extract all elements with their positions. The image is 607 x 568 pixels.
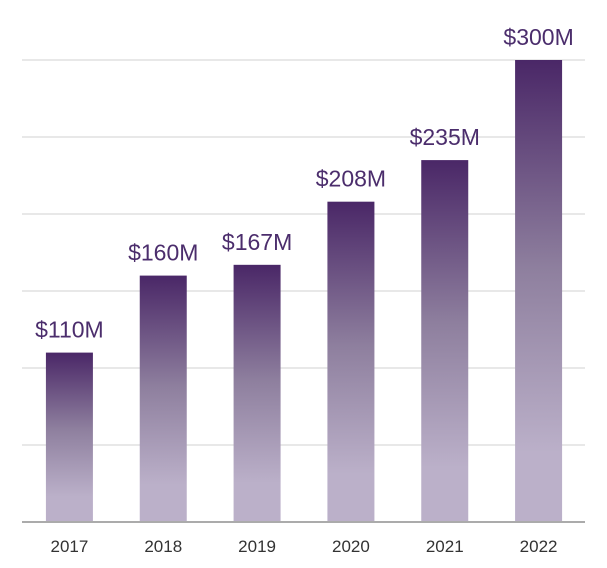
- bars: [45, 60, 563, 522]
- x-tick-labels: 2017 2018 2019 2020 2021 2022: [51, 537, 558, 556]
- x-tick-label: 2018: [144, 537, 182, 556]
- bar-2017: [45, 352, 93, 522]
- data-label: $160M: [128, 240, 198, 266]
- x-tick-label: 2019: [238, 537, 276, 556]
- data-labels: $110M $160M $167M $208M $235M $300M: [35, 24, 574, 343]
- data-label: $110M: [35, 317, 104, 343]
- gridlines: [22, 59, 585, 446]
- data-label: $300M: [503, 24, 573, 50]
- bar-2019: [233, 264, 281, 522]
- x-tick-label: 2017: [51, 537, 89, 556]
- x-tick-label: 2020: [332, 537, 370, 556]
- x-tick-label: 2022: [520, 537, 558, 556]
- data-label: $167M: [222, 229, 292, 255]
- bar-2018: [139, 275, 187, 522]
- bar-2022: [515, 60, 563, 522]
- x-tick-label: 2021: [426, 537, 464, 556]
- bar-2020: [327, 201, 375, 522]
- data-label: $235M: [410, 124, 480, 150]
- bar-2021: [421, 160, 469, 522]
- data-label: $208M: [316, 166, 386, 192]
